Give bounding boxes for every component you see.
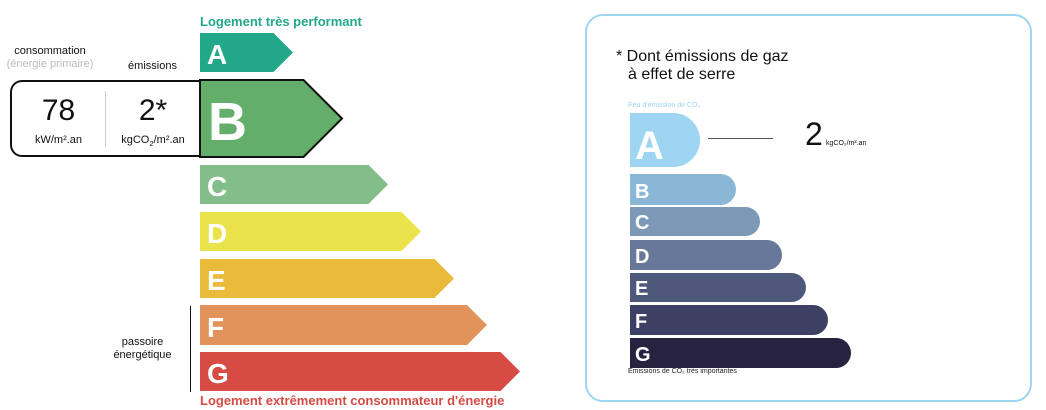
- energy-class-e: E: [200, 259, 454, 298]
- energy-class-letter: F: [207, 312, 224, 343]
- ges-title: * Dont émissions de gaz à effet de serre: [616, 48, 789, 83]
- consumption-label: consommation (énergie primaire): [0, 45, 100, 71]
- ges-bottom-label: Émissions de CO₂ très importantes: [628, 368, 737, 375]
- energy-class-arrow: [200, 352, 520, 391]
- ges-class-g: G: [630, 338, 851, 368]
- energy-class-letter: C: [207, 171, 227, 202]
- ges-class-bar: [630, 113, 700, 167]
- ges-class-bar: [630, 273, 806, 302]
- ges-class-a: A: [630, 113, 700, 168]
- ges-class-bar: [630, 174, 736, 205]
- ges-class-bar: [630, 338, 851, 368]
- ges-class-letter: D: [635, 246, 649, 268]
- ges-class-f: F: [630, 305, 828, 335]
- ges-unit: kgCO₂/m².an: [826, 140, 867, 147]
- passoire-label: passoire énergétique: [113, 336, 172, 361]
- energy-class-d: D: [200, 212, 421, 251]
- emissions-label: émissions: [128, 60, 177, 72]
- energy-class-letter: B: [208, 92, 247, 152]
- ges-class-bar: [630, 207, 760, 236]
- ges-class-bar: [630, 305, 828, 335]
- energy-class-arrow: [200, 33, 293, 72]
- energy-class-letter: D: [207, 218, 227, 249]
- energy-class-letter: A: [207, 39, 227, 70]
- ges-class-e: E: [630, 273, 806, 302]
- consumption-title: consommation: [14, 45, 86, 57]
- passoire-bracket: [190, 306, 191, 392]
- energy-class-c: C: [200, 165, 388, 204]
- energy-class-arrow: [200, 212, 421, 251]
- ges-class-b: B: [630, 174, 736, 205]
- consumption-subtitle: (énergie primaire): [6, 58, 94, 70]
- ges-value: 2: [805, 116, 823, 152]
- consumption-block: 78 kW/m².an: [12, 94, 105, 146]
- consumption-unit: kW/m².an: [34, 134, 83, 146]
- consumption-value: 78: [41, 94, 76, 127]
- energy-class-a: A: [200, 33, 293, 72]
- ges-connector-line: [708, 138, 773, 139]
- ges-class-letter: E: [635, 278, 648, 300]
- emissions-unit: kgCO2/m².an: [121, 134, 185, 149]
- emissions-block: 2* kgCO2/m².an: [106, 94, 200, 148]
- energy-class-b: B: [199, 79, 344, 158]
- bottom-label: Logement extrêmement consommateur d'éner…: [200, 393, 505, 408]
- ges-class-letter: B: [635, 181, 649, 203]
- energy-class-arrow: [199, 79, 344, 158]
- ges-panel: [585, 14, 1032, 402]
- value-box: [10, 80, 200, 157]
- ges-class-c: C: [630, 207, 760, 236]
- ges-class-letter: A: [635, 124, 664, 168]
- emissions-value: 2*: [138, 94, 168, 127]
- ges-class-d: D: [630, 240, 782, 270]
- ges-top-label: Peu d'émission de CO₂: [628, 102, 701, 109]
- energy-class-f: F: [200, 305, 487, 345]
- energy-class-g: G: [200, 352, 520, 391]
- top-label: Logement très performant: [200, 14, 362, 29]
- ges-class-letter: C: [635, 212, 649, 234]
- ges-class-letter: F: [635, 311, 647, 333]
- energy-class-letter: E: [207, 265, 226, 296]
- ges-class-bar: [630, 240, 782, 270]
- value-divider: [105, 91, 106, 147]
- energy-class-arrow: [200, 305, 487, 345]
- energy-class-arrow: [200, 259, 454, 298]
- energy-class-letter: G: [207, 358, 229, 389]
- ges-class-letter: G: [635, 344, 651, 366]
- energy-class-arrow: [200, 165, 388, 204]
